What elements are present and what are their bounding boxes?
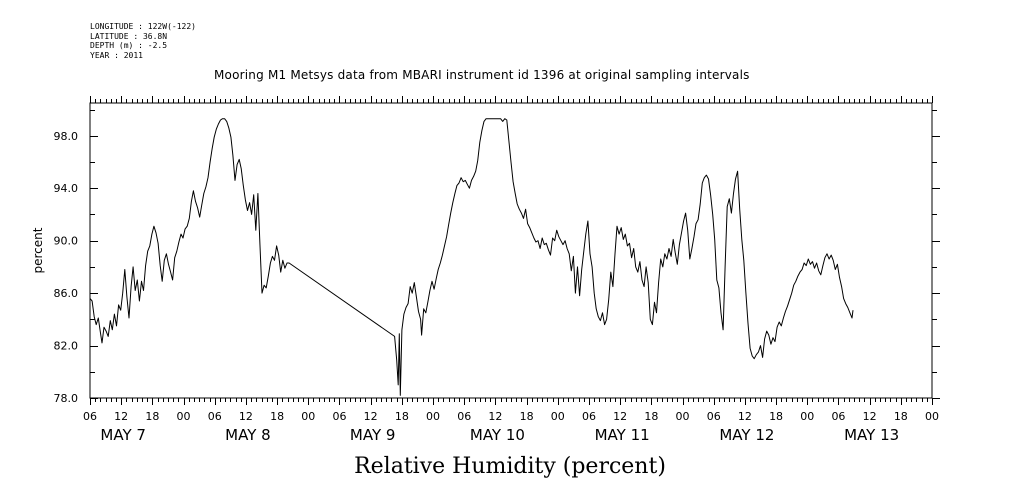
y-tick-label: 90.0 — [54, 235, 79, 248]
x-day-label: MAY 13 — [844, 426, 899, 444]
x-tick-label: 12 — [863, 410, 877, 423]
x-tick-label: 06 — [208, 410, 222, 423]
x-tick-label: 06 — [457, 410, 471, 423]
x-tick-label: 12 — [364, 410, 378, 423]
y-tick-label: 78.0 — [54, 392, 79, 405]
y-tick-label: 98.0 — [54, 130, 79, 143]
x-tick-label: 18 — [145, 410, 159, 423]
x-tick-label: 00 — [426, 410, 440, 423]
metadata-block: LONGITUDE : 122W(-122) LATITUDE : 36.8N … — [90, 22, 196, 60]
x-day-label: MAY 11 — [595, 426, 650, 444]
x-tick-label: 12 — [613, 410, 627, 423]
meta-year: YEAR : 2011 — [90, 50, 143, 60]
chart-title: Mooring M1 Metsys data from MBARI instru… — [214, 68, 750, 82]
x-tick-label: 00 — [301, 410, 315, 423]
x-tick-label: 12 — [738, 410, 752, 423]
x-day-label: MAY 12 — [719, 426, 774, 444]
x-tick-label: 12 — [114, 410, 128, 423]
x-tick-label: 00 — [925, 410, 939, 423]
meta-longitude: LONGITUDE : 122W(-122) — [90, 22, 196, 31]
x-tick-label: 06 — [83, 410, 97, 423]
x-tick-label: 18 — [395, 410, 409, 423]
x-tick-label: 00 — [676, 410, 690, 423]
x-tick-label: 12 — [488, 410, 502, 423]
meta-depth: DEPTH (m) : -2.5 — [90, 41, 168, 50]
series-line — [89, 118, 854, 396]
x-day-label: MAY 7 — [100, 426, 146, 444]
chart-caption: Relative Humidity (percent) — [354, 454, 666, 479]
x-tick-label: 00 — [800, 410, 814, 423]
x-tick-label: 18 — [644, 410, 658, 423]
meta-latitude: LATITUDE : 36.8N — [90, 31, 168, 41]
x-tick-label: 06 — [582, 410, 596, 423]
x-day-label: MAY 9 — [350, 426, 396, 444]
x-day-label: MAY 8 — [225, 426, 271, 444]
x-tick-label: 18 — [894, 410, 908, 423]
y-tick-label: 86.0 — [54, 287, 79, 300]
x-tick-label: 00 — [551, 410, 565, 423]
x-tick-label: 06 — [332, 410, 346, 423]
y-tick-label: 82.0 — [54, 340, 79, 353]
plot-frame — [89, 102, 933, 399]
x-tick-label: 18 — [520, 410, 534, 423]
x-day-label: MAY 10 — [470, 426, 525, 444]
y-axis-label: percent — [31, 227, 45, 273]
x-tick-label: 18 — [769, 410, 783, 423]
x-tick-label: 12 — [239, 410, 253, 423]
y-tick-label: 94.0 — [54, 182, 79, 195]
x-tick-label: 00 — [177, 410, 191, 423]
x-tick-label: 06 — [707, 410, 721, 423]
x-tick-label: 06 — [831, 410, 845, 423]
x-tick-label: 18 — [270, 410, 284, 423]
